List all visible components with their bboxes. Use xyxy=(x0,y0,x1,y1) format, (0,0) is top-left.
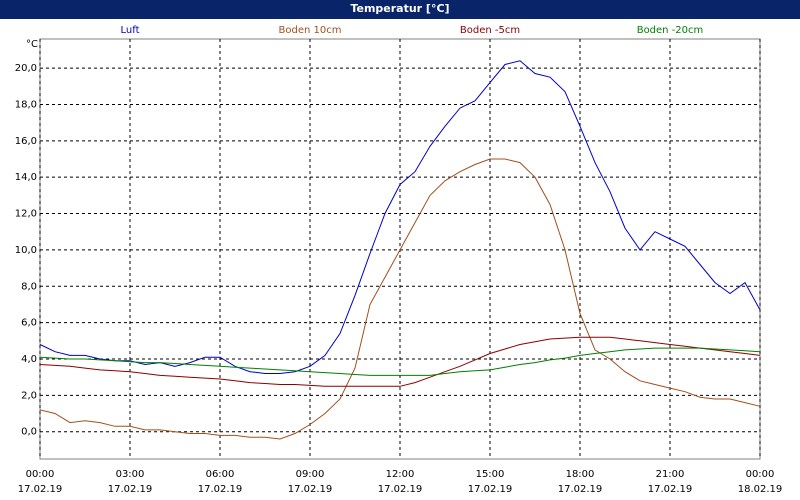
x-tick-label: 12:00 xyxy=(386,469,415,480)
data-line xyxy=(39,158,761,440)
y-tick-label: 20,0 xyxy=(15,63,37,74)
y-tick-label: 2,0 xyxy=(21,390,37,401)
x-tick-label: 06:00 xyxy=(206,469,235,480)
x-tick-date: 17.02.19 xyxy=(198,484,243,495)
legend-label: Boden -20cm xyxy=(637,25,704,36)
x-tick-label: 03:00 xyxy=(116,469,145,480)
data-line xyxy=(39,347,761,376)
x-tick-label: 00:00 xyxy=(746,469,775,480)
y-tick-label: 4,0 xyxy=(21,354,37,365)
y-tick-label: 14,0 xyxy=(15,172,37,183)
x-tick-date: 17.02.19 xyxy=(18,484,63,495)
x-tick-date: 17.02.19 xyxy=(648,484,693,495)
x-tick-date: 17.02.19 xyxy=(378,484,423,495)
x-tick-date: 18.02.19 xyxy=(738,484,783,495)
legend-label: Luft xyxy=(121,25,140,36)
y-tick-label: 0,0 xyxy=(21,427,37,438)
x-tick-date: 17.02.19 xyxy=(108,484,153,495)
x-tick-label: 15:00 xyxy=(476,469,505,480)
y-tick-label: 16,0 xyxy=(15,136,37,147)
x-tick-date: 17.02.19 xyxy=(558,484,603,495)
title-bar xyxy=(0,0,800,19)
legend-label: Boden 10cm xyxy=(279,25,342,36)
x-tick-label: 09:00 xyxy=(296,469,325,480)
x-tick-date: 17.02.19 xyxy=(288,484,333,495)
chart-title: Temperatur [°C] xyxy=(350,2,449,15)
x-tick-date: 17.02.19 xyxy=(468,484,513,495)
x-tick-label: 21:00 xyxy=(656,469,685,480)
x-tick-label: 18:00 xyxy=(566,469,595,480)
y-tick-label: 18,0 xyxy=(15,99,37,110)
x-tick-label: 00:00 xyxy=(26,469,55,480)
y-tick-label: 10,0 xyxy=(15,245,37,256)
legend-label: Boden -5cm xyxy=(460,25,520,36)
data-line xyxy=(39,336,761,387)
y-tick-label: 12,0 xyxy=(15,209,37,220)
y-tick-label: 6,0 xyxy=(21,318,37,329)
y-axis-label: °C xyxy=(26,39,38,50)
y-tick-label: 8,0 xyxy=(21,281,37,292)
